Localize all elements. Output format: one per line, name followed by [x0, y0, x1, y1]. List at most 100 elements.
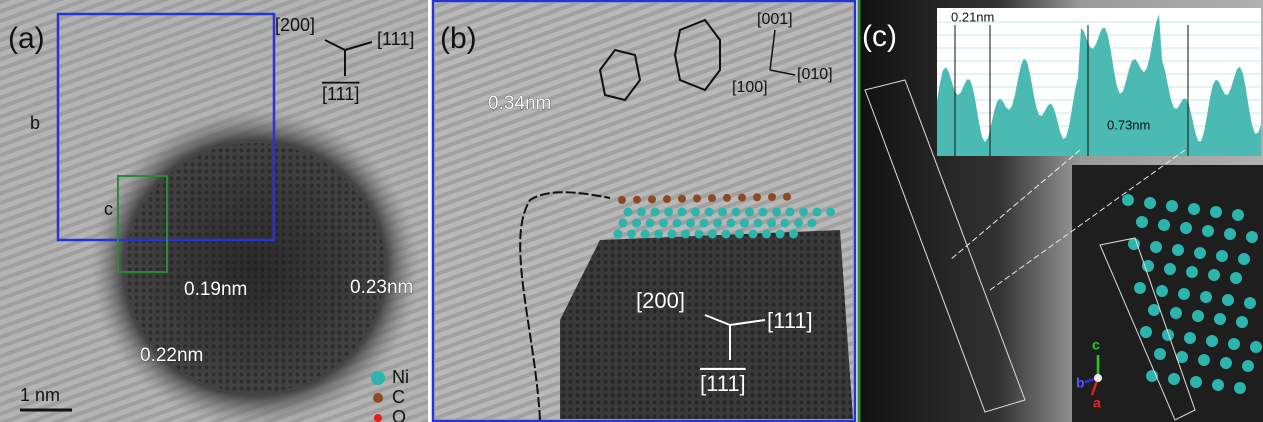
nickel-atom	[759, 208, 768, 217]
nickel-atom	[1208, 269, 1220, 281]
nickel-atom	[619, 219, 628, 228]
legend-label: O	[392, 407, 406, 422]
nickel-atom	[1158, 219, 1170, 231]
nickel-atom	[745, 208, 754, 217]
carbon-atom	[783, 193, 791, 201]
nickel-atom	[1168, 373, 1180, 385]
carbon-atom	[633, 196, 641, 204]
panel-label: (a)	[8, 22, 45, 55]
nickel-atom	[1150, 241, 1162, 253]
nickel-atom	[713, 219, 722, 228]
nickel-atom	[767, 219, 776, 228]
carbon-atom	[723, 194, 731, 202]
nickel-atom	[794, 219, 803, 228]
nickel-atom	[1172, 244, 1184, 256]
axis-label: [001]	[757, 11, 793, 28]
marker: b	[30, 113, 40, 133]
nickel-atom	[1190, 376, 1202, 388]
nickel-atom	[1210, 206, 1222, 218]
nickel-atom	[646, 219, 655, 228]
nickel-atom	[1214, 313, 1226, 325]
nickel-atom	[786, 208, 795, 217]
nickel-atom	[1246, 231, 1258, 243]
nickel-atom	[1192, 310, 1204, 322]
nickel-atom	[1188, 203, 1200, 215]
nickel-atom	[695, 230, 704, 239]
nickel-atom	[1134, 282, 1146, 294]
nickel-atom	[1230, 272, 1242, 284]
nickel-atom	[705, 208, 714, 217]
nickel-atom	[1162, 329, 1174, 341]
axis-label: b	[1076, 375, 1085, 391]
nickel-atom	[1220, 357, 1232, 369]
nickel-atom	[1184, 332, 1196, 344]
direction: [111]	[767, 308, 813, 333]
nickel-atom	[813, 208, 822, 217]
spacing: 0.21nm	[951, 9, 994, 24]
spacing: 0.22nm	[140, 345, 203, 366]
axis-label: a	[1093, 395, 1101, 411]
nickel-atom	[708, 230, 717, 239]
nickel-atom	[754, 219, 763, 228]
nickel-atom	[1238, 253, 1250, 265]
nickel-atom	[673, 219, 682, 228]
nickel-atom	[762, 230, 771, 239]
nickel-atom	[1194, 247, 1206, 259]
nickel-atom	[641, 230, 650, 239]
carbon-atom	[753, 193, 761, 201]
nickel-atom	[732, 208, 741, 217]
panel-a: (a) [200] [111] [111] b c 0.19nm 0.23nm …	[0, 0, 428, 422]
nickel-atom	[718, 208, 727, 217]
nickel-atom	[1222, 294, 1234, 306]
nickel-atom	[1234, 382, 1246, 394]
figure: (a) [200] [111] [111] b c 0.19nm 0.23nm …	[0, 0, 1263, 422]
nickel-atom	[799, 208, 808, 217]
spacing: 0.73nm	[1107, 117, 1150, 132]
nickel-atom	[1202, 225, 1214, 237]
panel-b: (b) 0.34nm [001] [010] [100] [200] [111]…	[433, 1, 855, 421]
carbon-atom	[618, 196, 626, 204]
direction: [111]	[700, 371, 746, 396]
nickel-atom	[1236, 316, 1248, 328]
nickel-atom	[1216, 250, 1228, 262]
nickel-atom	[1186, 266, 1198, 278]
nickel-atom	[1250, 341, 1262, 353]
nickel-atom	[1244, 297, 1256, 309]
nickel-atom	[668, 230, 677, 239]
nickel-atom	[691, 208, 700, 217]
nickel-atom	[627, 230, 636, 239]
nickel-atom	[678, 208, 687, 217]
nickel-atom	[1156, 285, 1168, 297]
nickel-atom	[1122, 194, 1134, 206]
nickel-atom	[1166, 200, 1178, 212]
nickel-atom	[1144, 197, 1156, 209]
nickel-atom	[1154, 348, 1166, 360]
legend-label: C	[392, 387, 405, 407]
nickel-atom	[624, 208, 633, 217]
legend-label: Ni	[392, 367, 409, 387]
nickel-atom	[1178, 288, 1190, 300]
nickel-atom	[1232, 209, 1244, 221]
nickel-atom	[722, 230, 731, 239]
spacing: 0.19nm	[184, 279, 247, 300]
direction: [111]	[322, 84, 359, 104]
nickel-atom	[781, 219, 790, 228]
nickel-atom	[727, 219, 736, 228]
spacing: 0.34nm	[488, 93, 551, 114]
carbon-atom	[693, 195, 701, 203]
nickel-atom	[632, 219, 641, 228]
nickel-atom	[1170, 307, 1182, 319]
axis-label: [100]	[732, 79, 768, 96]
nickel-atom	[1206, 335, 1218, 347]
nickel-atom	[686, 219, 695, 228]
nickel-atom	[826, 208, 835, 217]
nickel-atom	[614, 230, 623, 239]
direction: [200]	[636, 288, 685, 313]
axis-label: [010]	[797, 66, 833, 83]
nickel-atom	[1224, 228, 1236, 240]
nickel-atom	[659, 219, 668, 228]
nickel-atom	[654, 230, 663, 239]
nickel-atom	[808, 219, 817, 228]
nickel-atom	[1198, 354, 1210, 366]
direction: [200]	[275, 15, 315, 35]
